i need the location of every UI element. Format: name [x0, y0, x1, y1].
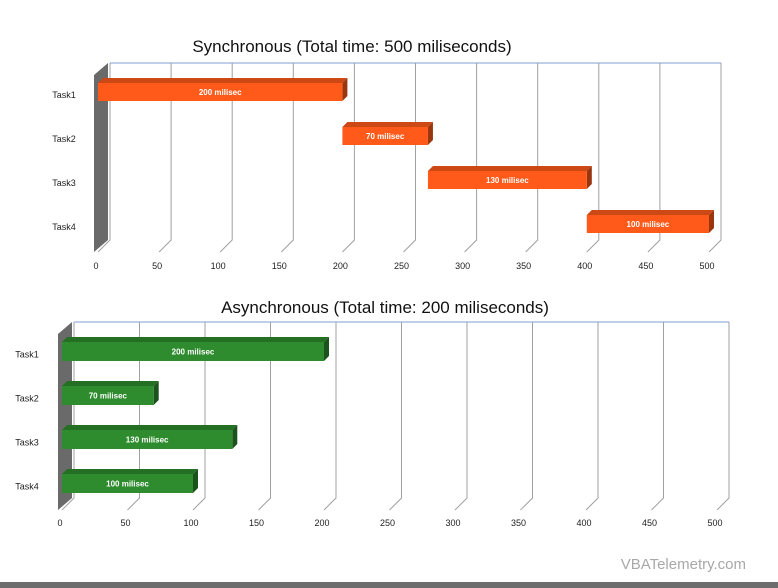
x-tick-label: 400	[577, 261, 592, 271]
chart-synchronous: Synchronous (Total time: 500 miliseconds…	[52, 37, 722, 271]
gridline	[127, 322, 140, 511]
bar-top-face	[62, 381, 159, 386]
bar-top-face	[62, 469, 198, 474]
bar	[427, 171, 587, 189]
data-label: 130 milisec	[126, 436, 169, 445]
x-tick-label: 500	[707, 518, 722, 528]
gridline	[454, 322, 468, 511]
bar-side-face	[342, 78, 348, 101]
bar-top-face	[98, 78, 348, 83]
y-category-label: Task4	[15, 482, 39, 492]
chart-asynchronous: Asynchronous (Total time: 200 milisecond…	[15, 298, 730, 528]
bottom-bar	[0, 582, 778, 588]
gridline	[280, 63, 294, 253]
x-tick-label: 450	[642, 518, 657, 528]
data-label: 130 milisec	[486, 176, 529, 185]
x-tick-label: 0	[57, 518, 62, 528]
x-tick-label: 200	[314, 518, 329, 528]
x-tick-label: 100	[211, 261, 226, 271]
x-tick-label: 50	[120, 518, 130, 528]
x-tick-label: 450	[638, 261, 653, 271]
x-tick-label: 300	[445, 518, 460, 528]
bar	[342, 127, 428, 145]
x-tick-label: 350	[516, 261, 531, 271]
data-label: 70 milisec	[89, 392, 128, 401]
x-tick-label: 300	[455, 261, 470, 271]
bar-top-face	[62, 337, 329, 342]
y-category-label: Task1	[15, 350, 39, 360]
gridline	[323, 322, 337, 511]
y-category-label: Task3	[52, 178, 76, 188]
gridline	[525, 63, 539, 253]
bar	[62, 342, 324, 361]
x-tick-label: 250	[380, 518, 395, 528]
y-category-label: Task4	[52, 222, 76, 232]
bar-side-face	[427, 122, 433, 145]
bar-side-face	[232, 425, 238, 449]
data-label: 200 milisec	[172, 348, 215, 357]
gridline	[651, 322, 664, 511]
bar-side-face	[586, 166, 592, 189]
data-label: 100 milisec	[106, 480, 149, 489]
gridline	[258, 322, 271, 511]
data-label: 200 milisec	[199, 88, 242, 97]
chart-title: Asynchronous (Total time: 200 milisecond…	[221, 298, 549, 317]
gridline	[585, 322, 599, 511]
bar	[62, 386, 154, 405]
gridline	[158, 63, 172, 253]
gridline	[716, 322, 730, 511]
x-tick-label: 150	[272, 261, 287, 271]
bar-side-face	[193, 469, 198, 493]
bar-top-face	[586, 210, 714, 215]
gridline	[219, 63, 233, 253]
gridline	[61, 322, 75, 511]
bar-side-face	[709, 210, 714, 233]
side-wall	[58, 322, 72, 510]
y-category-label: Task2	[52, 134, 76, 144]
gridline	[97, 63, 111, 253]
y-category-label: Task1	[52, 90, 76, 100]
gridline	[389, 322, 402, 511]
bar-top-face	[342, 122, 433, 127]
bar-top-face	[427, 166, 592, 171]
x-tick-label: 0	[93, 261, 98, 271]
y-category-label: Task2	[15, 394, 39, 404]
gridline	[647, 63, 661, 253]
bar	[586, 215, 709, 233]
bar-side-face	[153, 381, 159, 405]
bar	[98, 83, 343, 101]
x-tick-label: 50	[152, 261, 162, 271]
gridline	[464, 63, 478, 253]
side-wall	[94, 63, 108, 252]
bar-side-face	[324, 337, 329, 361]
gridline	[586, 63, 600, 253]
bar-top-face	[62, 425, 238, 430]
data-label: 70 milisec	[366, 132, 405, 141]
x-tick-label: 400	[576, 518, 591, 528]
watermark: VBATelemetry.com	[621, 556, 746, 573]
x-tick-label: 500	[699, 261, 714, 271]
gridline	[403, 63, 416, 253]
x-tick-label: 350	[511, 518, 526, 528]
x-tick-label: 200	[333, 261, 348, 271]
data-label: 100 milisec	[627, 220, 670, 229]
gridline	[520, 322, 533, 511]
y-category-label: Task3	[15, 438, 39, 448]
x-tick-label: 150	[249, 518, 264, 528]
x-tick-label: 250	[394, 261, 409, 271]
chart-title: Synchronous (Total time: 500 miliseconds…	[192, 37, 511, 56]
gridline	[192, 322, 206, 511]
bar	[62, 474, 193, 493]
bar	[62, 430, 233, 449]
x-tick-label: 100	[183, 518, 198, 528]
gridline	[708, 63, 722, 253]
